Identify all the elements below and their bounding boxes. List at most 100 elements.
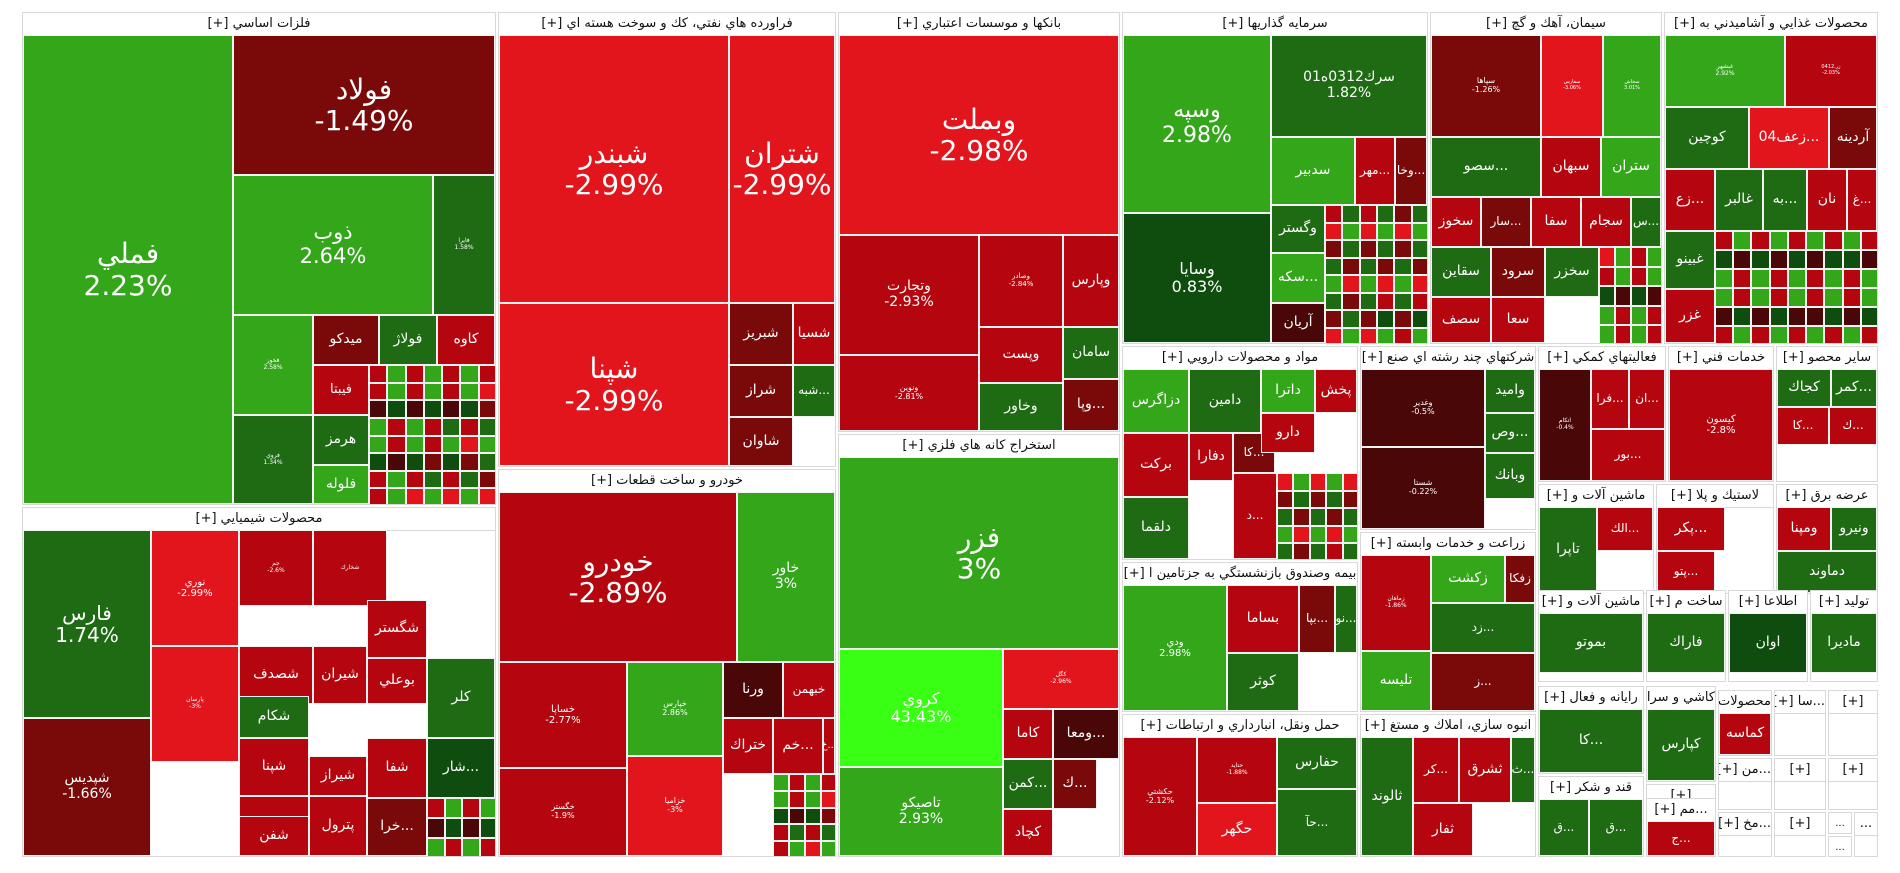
minor-stock-cell[interactable] xyxy=(1769,231,1788,250)
minor-stock-cell[interactable] xyxy=(1342,525,1357,544)
minor-stock-cell[interactable] xyxy=(1377,240,1395,258)
minor-stock-cell[interactable] xyxy=(1359,257,1377,275)
minor-stock-cell[interactable] xyxy=(1715,307,1734,326)
minor-stock-cell[interactable] xyxy=(460,453,479,471)
minor-stock-cell[interactable] xyxy=(423,470,443,489)
stock-tile[interactable]: ثفار xyxy=(1413,803,1473,856)
stock-tile[interactable]: كلر xyxy=(427,658,495,738)
sector-title[interactable]: ماشين آلات و [+] xyxy=(1539,485,1653,508)
stock-tile[interactable]: سخاش 3.01% xyxy=(1603,35,1661,137)
minor-stock-cell[interactable] xyxy=(1293,473,1310,491)
minor-stock-cell[interactable] xyxy=(1309,543,1327,559)
minor-stock-cell[interactable] xyxy=(1733,307,1752,326)
minor-stock-cell[interactable] xyxy=(1394,275,1412,293)
minor-stock-cell[interactable] xyxy=(423,382,443,401)
minor-stock-cell[interactable] xyxy=(1751,250,1770,269)
minor-stock-cell[interactable] xyxy=(1411,292,1427,310)
stock-tile[interactable]: غزر xyxy=(1665,289,1715,343)
stock-tile[interactable]: ...الك xyxy=(1597,507,1653,551)
stock-tile[interactable]: خساپا -2.77% xyxy=(499,662,627,768)
stock-tile[interactable]: شپنا xyxy=(239,738,309,796)
minor-stock-cell[interactable] xyxy=(442,470,461,489)
stock-tile[interactable]: پترول xyxy=(309,796,367,856)
stock-tile[interactable]: فولاژ xyxy=(379,315,437,365)
minor-stock-cell[interactable] xyxy=(1599,305,1615,326)
minor-stock-cell[interactable] xyxy=(442,488,461,504)
minor-stock-cell[interactable] xyxy=(1326,525,1343,544)
minor-stock-cell[interactable] xyxy=(1309,508,1327,526)
stock-tile[interactable]: كيسون -2.8% xyxy=(1669,369,1773,481)
minor-stock-cell[interactable] xyxy=(1806,231,1825,250)
minor-stock-cell[interactable] xyxy=(1277,543,1294,559)
stock-tile[interactable]: پخش xyxy=(1315,369,1357,413)
sector-title[interactable]: خدمات فني [+] xyxy=(1669,347,1773,370)
minor-stock-cell[interactable] xyxy=(1647,305,1661,326)
stock-tile[interactable]: ميدكو xyxy=(313,315,379,365)
minor-stock-cell[interactable] xyxy=(479,838,495,856)
stock-tile[interactable]: سامان xyxy=(1063,327,1119,379)
minor-stock-cell[interactable] xyxy=(1326,508,1343,526)
stock-tile[interactable]: ...كمن xyxy=(1003,759,1053,809)
minor-stock-cell[interactable] xyxy=(1787,307,1807,326)
minor-stock-cell[interactable] xyxy=(1342,275,1360,293)
minor-stock-cell[interactable] xyxy=(442,417,461,436)
stock-tile[interactable]: هرمز xyxy=(313,415,369,465)
stock-tile[interactable]: خاور 3% xyxy=(737,492,835,662)
stock-tile[interactable]: سقاين xyxy=(1431,247,1491,297)
minor-stock-cell[interactable] xyxy=(1411,257,1427,275)
minor-stock-cell[interactable] xyxy=(1342,327,1360,343)
stock-tile[interactable]: ماديرا xyxy=(1811,613,1877,673)
minor-stock-cell[interactable] xyxy=(1599,325,1615,343)
minor-stock-cell[interactable] xyxy=(462,818,480,838)
stock-tile[interactable]: كوچين xyxy=(1665,107,1749,169)
stock-tile[interactable]: فملي 2.23% xyxy=(23,35,233,504)
stock-tile[interactable]: بركت xyxy=(1123,433,1189,497)
minor-stock-cell[interactable] xyxy=(1277,525,1294,544)
minor-stock-cell[interactable] xyxy=(423,488,443,504)
minor-stock-cell[interactable] xyxy=(427,798,445,818)
minor-stock-cell[interactable] xyxy=(1715,231,1734,250)
sector-title[interactable]: عرضه برق [+] xyxy=(1777,485,1877,508)
minor-stock-cell[interactable] xyxy=(1377,310,1395,328)
stock-tile[interactable]: ...پكر xyxy=(1657,507,1725,551)
stock-tile[interactable]: اتكام -0.4% xyxy=(1539,369,1591,481)
stock-tile[interactable]: دارو xyxy=(1261,413,1315,453)
minor-stock-cell[interactable] xyxy=(1411,327,1427,343)
stock-tile[interactable]: ...زد xyxy=(1431,603,1535,653)
minor-stock-cell[interactable] xyxy=(460,382,479,401)
minor-stock-cell[interactable] xyxy=(1769,269,1788,288)
stock-tile[interactable]: شاوان xyxy=(729,417,793,466)
stock-tile[interactable]: دزاگرس xyxy=(1123,369,1189,433)
minor-stock-cell[interactable] xyxy=(1325,327,1343,343)
stock-tile[interactable]: شپنا -2.99% xyxy=(499,303,729,466)
minor-stock-cell[interactable] xyxy=(1806,307,1825,326)
stock-tile[interactable]: فروي 1.34% xyxy=(233,415,313,504)
minor-stock-cell[interactable] xyxy=(1394,222,1412,240)
stock-tile[interactable]: ...شار xyxy=(427,738,495,798)
stock-tile[interactable]: ...كا xyxy=(1539,709,1643,773)
stock-tile[interactable]: كجاك xyxy=(1777,369,1831,407)
minor-stock-cell[interactable] xyxy=(478,488,495,504)
minor-stock-cell[interactable] xyxy=(1733,269,1752,288)
sector-title[interactable]: ...من [+] xyxy=(1719,759,1771,782)
stock-tile[interactable]: ختراك xyxy=(723,718,773,774)
minor-stock-cell[interactable] xyxy=(1806,288,1825,307)
stock-tile[interactable]: ...زعف04 xyxy=(1749,107,1829,169)
minor-stock-cell[interactable] xyxy=(1309,490,1327,509)
sector-title[interactable]: خودرو و ساخت قطعات [+] xyxy=(499,470,835,493)
stock-tile[interactable]: زر.0412 -2.03% xyxy=(1785,35,1877,107)
minor-stock-cell[interactable] xyxy=(789,807,805,825)
minor-stock-cell[interactable] xyxy=(1599,286,1615,306)
minor-stock-cell[interactable] xyxy=(369,453,388,471)
minor-stock-cell[interactable] xyxy=(821,807,835,825)
minor-stock-cell[interactable] xyxy=(1715,326,1734,343)
stock-tile[interactable]: زكشت xyxy=(1431,555,1505,603)
stock-tile[interactable]: سرود xyxy=(1491,247,1545,297)
minor-stock-cell[interactable] xyxy=(442,435,461,454)
minor-stock-cell[interactable] xyxy=(1342,257,1360,275)
minor-stock-cell[interactable] xyxy=(1359,310,1377,328)
stock-tile[interactable]: خبهمن xyxy=(783,662,835,718)
stock-tile[interactable]: ...حآ xyxy=(1277,789,1357,856)
minor-stock-cell[interactable] xyxy=(1769,307,1788,326)
minor-stock-cell[interactable] xyxy=(369,365,388,383)
